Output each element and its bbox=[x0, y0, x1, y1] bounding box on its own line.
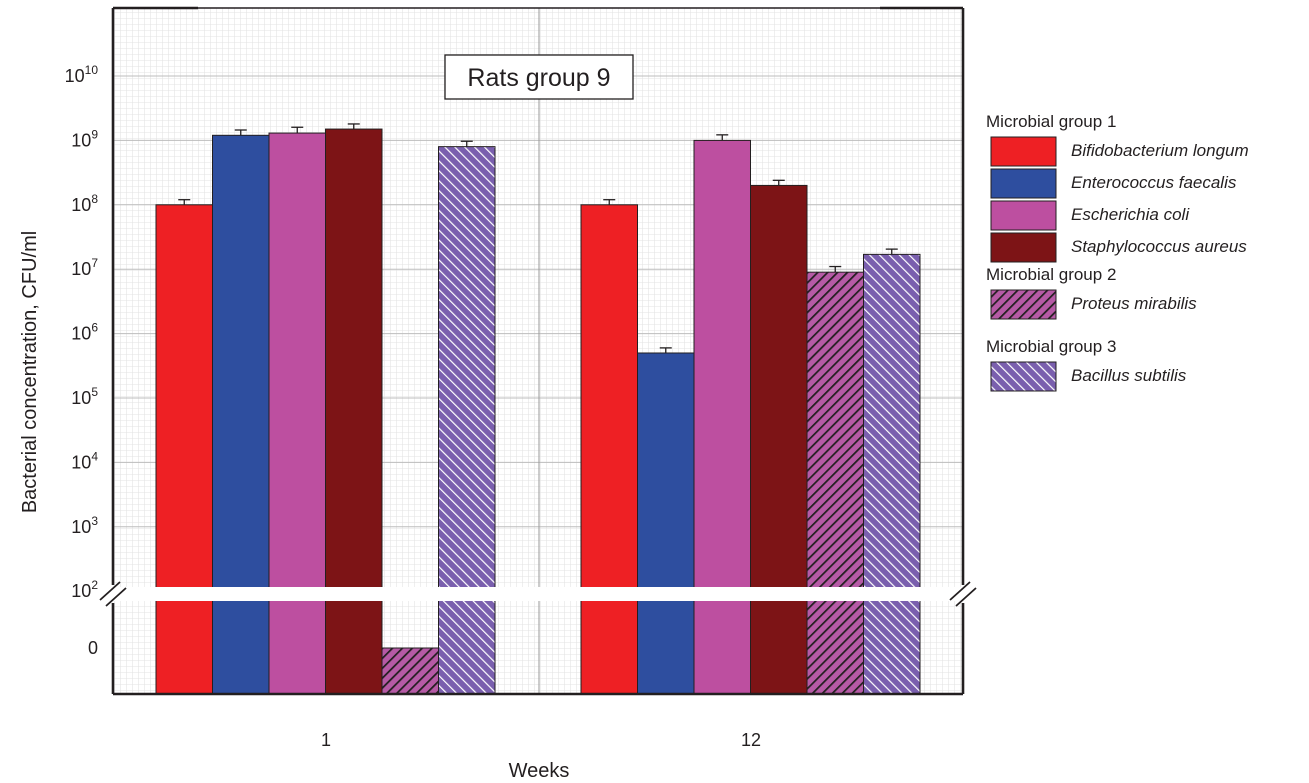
bar-staphylococcus-aureus-week-1 bbox=[325, 128, 383, 695]
plot-frame bbox=[111, 6, 965, 696]
break-mark-left-b bbox=[105, 587, 127, 607]
error-bar bbox=[603, 199, 616, 205]
legend-group-label: Microbial group 2 bbox=[986, 265, 1116, 284]
legend-swatch bbox=[990, 168, 1057, 199]
legend-swatch bbox=[990, 232, 1057, 263]
bar-escherichia-coli-week-1 bbox=[268, 132, 326, 695]
legend-item: Proteus mirabilis bbox=[990, 289, 1197, 320]
y-tick-label: 108 bbox=[71, 192, 98, 215]
error-bar bbox=[347, 123, 360, 130]
legend: Microbial group 1 Bifidobacterium longum E… bbox=[986, 112, 1249, 392]
bar-bifidobacterium-longum-week-1 bbox=[155, 204, 213, 695]
legend-item: Escherichia coli bbox=[990, 200, 1190, 231]
error-bar bbox=[460, 140, 473, 147]
legend-label: Escherichia coli bbox=[1071, 205, 1190, 224]
break-mark-right-a bbox=[949, 581, 971, 601]
bar-enterococcus-faecalis-week-12 bbox=[637, 352, 695, 695]
x-tick-label: 1 bbox=[321, 730, 331, 750]
bar-staphylococcus-aureus-week-12 bbox=[750, 184, 808, 695]
error-bar bbox=[659, 347, 672, 353]
x-axis-title: Weeks bbox=[509, 760, 570, 782]
bar-bacillus-subtilis-week-1 bbox=[438, 146, 496, 695]
legend-item: Bifidobacterium longum bbox=[990, 136, 1249, 167]
legend-group-label: Microbial group 3 bbox=[986, 337, 1116, 356]
break-mark-right-b bbox=[955, 587, 977, 607]
y-tick-label: 103 bbox=[71, 514, 98, 537]
y-tick-labels: 0 102 103 104 105 106 107 108 109 1010 bbox=[65, 63, 99, 658]
chart-title-box: Rats group 9 bbox=[444, 54, 634, 100]
error-bar bbox=[829, 265, 842, 273]
axis-break bbox=[99, 581, 980, 607]
legend-label: Staphylococcus aureus bbox=[1071, 237, 1247, 256]
error-bar bbox=[234, 129, 247, 136]
legend-item: Enterococcus faecalis bbox=[990, 168, 1237, 199]
legend-group-label: Microbial group 1 bbox=[986, 112, 1116, 131]
y-tick-label: 1010 bbox=[65, 63, 99, 86]
legend-item: Staphylococcus aureus bbox=[990, 232, 1247, 263]
break-mark-left-a bbox=[99, 581, 121, 601]
legend-label: Proteus mirabilis bbox=[1071, 294, 1197, 313]
bar-escherichia-coli-week-12 bbox=[693, 139, 751, 695]
y-tick-label: 106 bbox=[71, 321, 98, 344]
x-tick-labels: 1 12 bbox=[321, 730, 761, 750]
legend-swatch bbox=[990, 289, 1057, 320]
legend-label: Enterococcus faecalis bbox=[1071, 173, 1237, 192]
bar-enterococcus-faecalis-week-1 bbox=[212, 134, 270, 695]
chart-title: Rats group 9 bbox=[467, 64, 610, 92]
legend-swatch bbox=[990, 361, 1057, 392]
legend-label: Bifidobacterium longum bbox=[1071, 141, 1249, 160]
y-axis-title: Bacterial concentration, CFU/ml bbox=[19, 231, 41, 513]
bar-bifidobacterium-longum-week-12 bbox=[580, 204, 638, 695]
error-bar bbox=[291, 126, 304, 134]
bar-proteus-mirabilis-week-1 bbox=[381, 647, 439, 695]
legend-swatch bbox=[990, 136, 1057, 167]
y-tick-label: 104 bbox=[71, 449, 98, 472]
y-tick-label: 105 bbox=[71, 385, 98, 408]
y-tick-label: 0 bbox=[88, 638, 98, 658]
error-bar bbox=[178, 199, 191, 205]
y-tick-label: 102 bbox=[71, 578, 98, 601]
y-tick-label: 109 bbox=[71, 127, 98, 150]
error-bar bbox=[716, 134, 729, 141]
legend-swatch bbox=[990, 200, 1057, 231]
bar-bacillus-subtilis-week-12 bbox=[863, 253, 921, 695]
legend-label: Bacillus subtilis bbox=[1071, 366, 1187, 385]
legend-item: Bacillus subtilis bbox=[990, 361, 1187, 392]
bar-proteus-mirabilis-week-12 bbox=[806, 271, 864, 695]
error-bar bbox=[772, 179, 785, 186]
error-bar bbox=[885, 248, 898, 255]
x-tick-label: 12 bbox=[741, 730, 761, 750]
y-tick-label: 107 bbox=[71, 256, 98, 279]
